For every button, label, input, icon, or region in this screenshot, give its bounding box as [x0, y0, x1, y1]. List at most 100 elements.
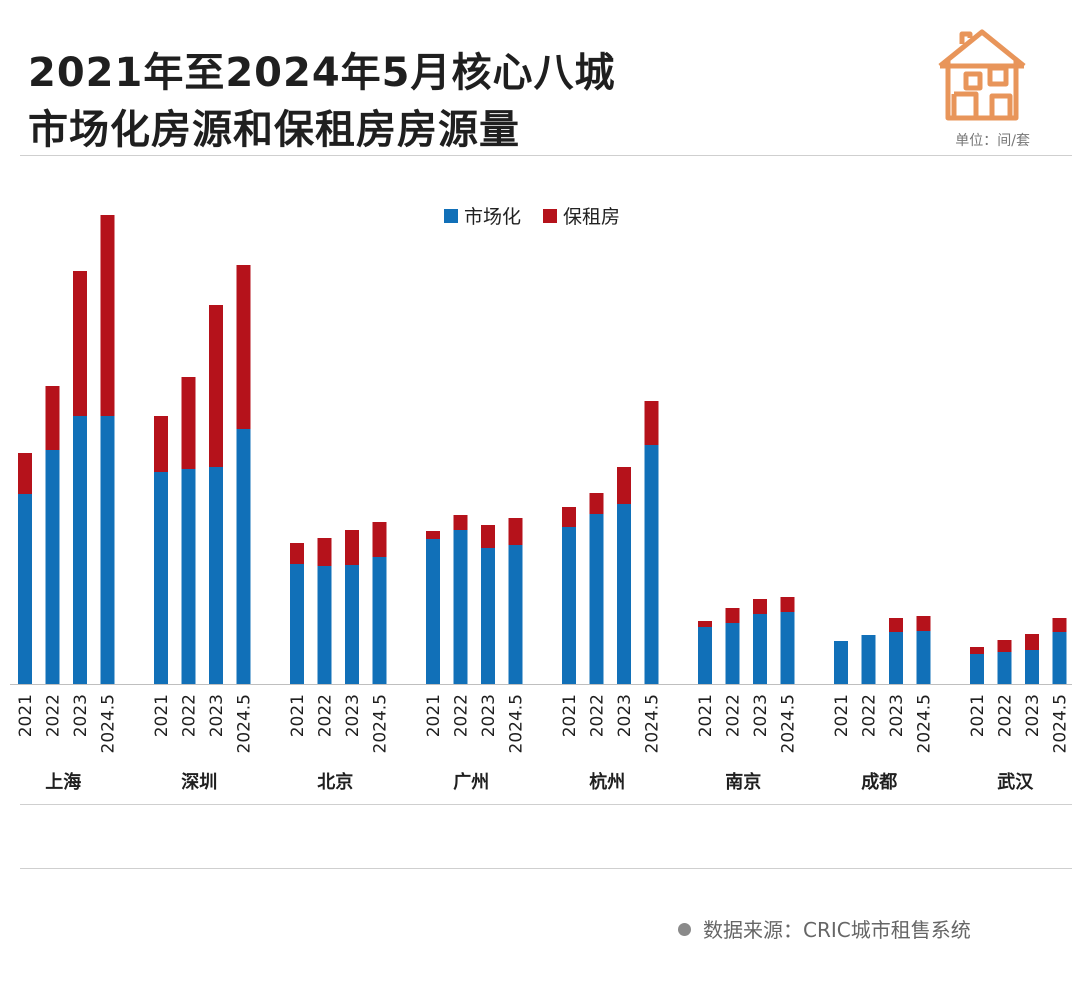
tick-label-year: 2024.5 [643, 694, 663, 753]
tick-label-year: 2022 [44, 694, 64, 737]
tick-label-year: 2022 [860, 694, 880, 737]
bar-affordable [100, 215, 115, 416]
category-label-city: 杭州 [589, 771, 625, 793]
tick-label-year: 2023 [751, 694, 771, 737]
bar-affordable [889, 618, 903, 632]
bar-market [1052, 632, 1067, 684]
page-title: 2021年至2024年5月核心八城 [28, 50, 616, 96]
bar-market [290, 564, 304, 684]
bar-market [970, 654, 984, 684]
footer-divider [20, 868, 1072, 869]
bar-market [997, 652, 1012, 684]
tick-label-year: 2021 [152, 694, 172, 737]
bar-market [236, 429, 251, 684]
source-note: 数据来源：CRIC城市租售系统 [678, 914, 971, 943]
bar-affordable [18, 453, 32, 494]
bar-market [780, 612, 795, 684]
tick-label-year: 2024.5 [99, 694, 119, 753]
tick-label-year: 2023 [1023, 694, 1043, 737]
bar-affordable [698, 621, 712, 627]
bar-market [426, 539, 440, 684]
legend-swatch-affordable [543, 209, 557, 223]
bar-affordable [73, 271, 87, 416]
tick-label-year: 2023 [71, 694, 91, 737]
bar-market [372, 557, 387, 684]
bar-market [889, 632, 903, 684]
bar-affordable [181, 377, 196, 469]
bar-affordable [780, 597, 795, 612]
bar-affordable [1025, 634, 1039, 650]
tick-label-year: 2022 [452, 694, 472, 737]
legend-label-market: 市场化 [464, 206, 521, 228]
category-label-city: 广州 [453, 771, 489, 793]
bar-affordable [725, 608, 740, 623]
bar-affordable [970, 647, 984, 654]
house-icon [938, 29, 1026, 121]
bar-market [154, 472, 168, 684]
bar-affordable [209, 305, 223, 467]
tick-label-year: 2024.5 [1051, 694, 1071, 753]
bar-affordable [426, 531, 440, 539]
stacked-bar-chart: 市场化 保租房 2021 2022 2023 2024.5 上海 2021 2022 2023 20… [10, 206, 1072, 793]
bar-affordable [508, 518, 523, 545]
tick-label-year: 2023 [887, 694, 907, 737]
category-label-city: 南京 [725, 771, 761, 793]
chart-bottom-divider [20, 804, 1072, 805]
bar-market [45, 450, 60, 684]
bar-market [698, 627, 712, 684]
bar-market [100, 416, 115, 684]
bar-affordable [617, 467, 631, 504]
bar-market [562, 527, 576, 684]
tick-label-year: 2024.5 [371, 694, 391, 753]
tick-label-year: 2022 [588, 694, 608, 737]
tick-label-year: 2024.5 [915, 694, 935, 753]
bar-affordable [644, 401, 659, 445]
tick-label-year: 2023 [615, 694, 635, 737]
bar-market [181, 469, 196, 684]
bar-market [589, 514, 604, 684]
bar-affordable [753, 599, 767, 614]
bar-market [209, 467, 223, 684]
bar-market [345, 565, 359, 684]
bar-market [617, 504, 631, 684]
bar-affordable [453, 515, 468, 530]
bar-market [916, 631, 931, 684]
bar-affordable [372, 522, 387, 557]
bar-affordable [916, 616, 931, 631]
unit-label: 单位：间/套 [955, 133, 1030, 149]
category-label-city: 成都 [861, 771, 897, 793]
bar-affordable [1052, 618, 1067, 632]
bullet-icon [678, 923, 691, 936]
bar-affordable [236, 265, 251, 429]
tick-label-year: 2023 [207, 694, 227, 737]
bar-affordable [45, 386, 60, 450]
bar-market [481, 548, 495, 684]
tick-label-year: 2022 [180, 694, 200, 737]
tick-label-year: 2021 [832, 694, 852, 737]
tick-label-year: 2021 [288, 694, 308, 737]
bar-affordable [345, 530, 359, 565]
bar-market [861, 635, 876, 684]
bar-market [834, 641, 848, 684]
legend-swatch-market [444, 209, 458, 223]
bar-affordable [589, 493, 604, 514]
bar-affordable [317, 538, 332, 566]
tick-label-year: 2023 [479, 694, 499, 737]
category-label-city: 深圳 [181, 771, 217, 793]
bar-affordable [997, 640, 1012, 652]
category-label-city: 武汉 [997, 772, 1034, 793]
tick-label-year: 2024.5 [779, 694, 799, 753]
bar-affordable [154, 416, 168, 472]
tick-label-year: 2022 [316, 694, 336, 737]
bar-affordable [562, 507, 576, 527]
source-text: 数据来源：CRIC城市租售系统 [703, 918, 971, 942]
legend-label-affordable: 保租房 [563, 206, 620, 228]
page-subtitle: 市场化房源和保租房房源量 [28, 107, 520, 153]
bar-market [725, 623, 740, 684]
bar-market [753, 614, 767, 684]
tick-label-year: 2021 [696, 694, 716, 737]
bar-market [1025, 650, 1039, 684]
tick-label-year: 2022 [724, 694, 744, 737]
tick-label-year: 2023 [343, 694, 363, 737]
title-divider [20, 155, 1072, 156]
